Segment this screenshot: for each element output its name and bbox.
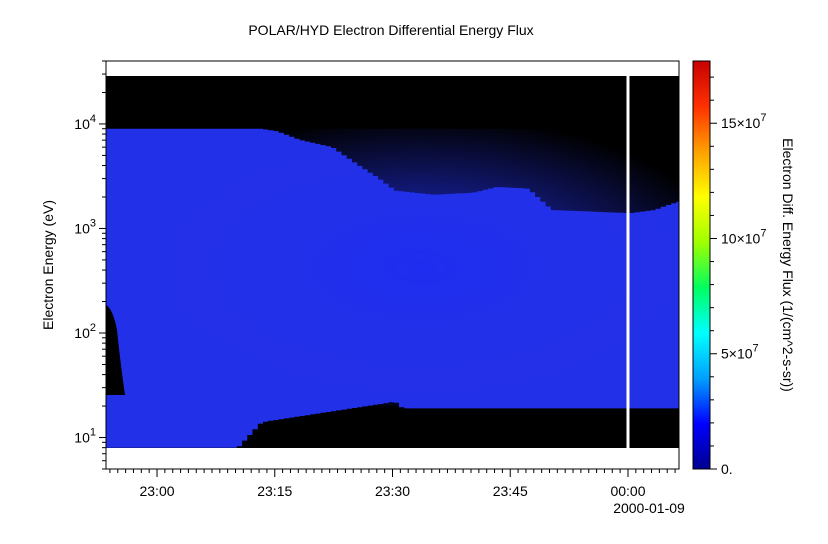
plot-area <box>105 60 680 470</box>
x-tick-label: 00:00 <box>610 483 645 499</box>
x-tick-label: 23:15 <box>257 483 292 499</box>
y-tick-label: 104 <box>74 113 96 132</box>
x-tick-label: 23:00 <box>139 483 174 499</box>
colorbar-tick-label: 5×107 <box>721 343 759 362</box>
colorbar-tick-label: 10×107 <box>721 227 766 246</box>
y-tick-label: 102 <box>74 322 96 341</box>
y-tick-label: 101 <box>74 427 96 446</box>
x-axis-date-label: 2000-01-09 <box>613 500 685 516</box>
x-tick-label: 23:45 <box>493 483 528 499</box>
x-tick-label: 23:30 <box>375 483 410 499</box>
colorbar-label: Electron Diff. Energy Flux (1/(cm^2-s-sr… <box>780 138 796 392</box>
data-gap-line <box>626 75 630 449</box>
low-energy-dropout-start <box>106 305 125 395</box>
colorbar: 0. 5×107 10×107 15×107 <box>692 60 766 477</box>
y-axis-label: Electron Energy (eV) <box>40 200 56 330</box>
colorbar-tick-label: 0. <box>721 461 733 477</box>
flux-band-core <box>106 128 679 407</box>
y-axis: 101 102 103 104 <box>74 60 107 470</box>
colorbar-gradient <box>692 60 711 470</box>
colorbar-tick-label: 15×107 <box>721 112 766 131</box>
x-axis: 23:00 23:15 23:30 23:45 00:00 <box>106 468 679 499</box>
y-tick-label: 103 <box>74 217 96 236</box>
chart-title: POLAR/HYD Electron Differential Energy F… <box>248 22 533 38</box>
